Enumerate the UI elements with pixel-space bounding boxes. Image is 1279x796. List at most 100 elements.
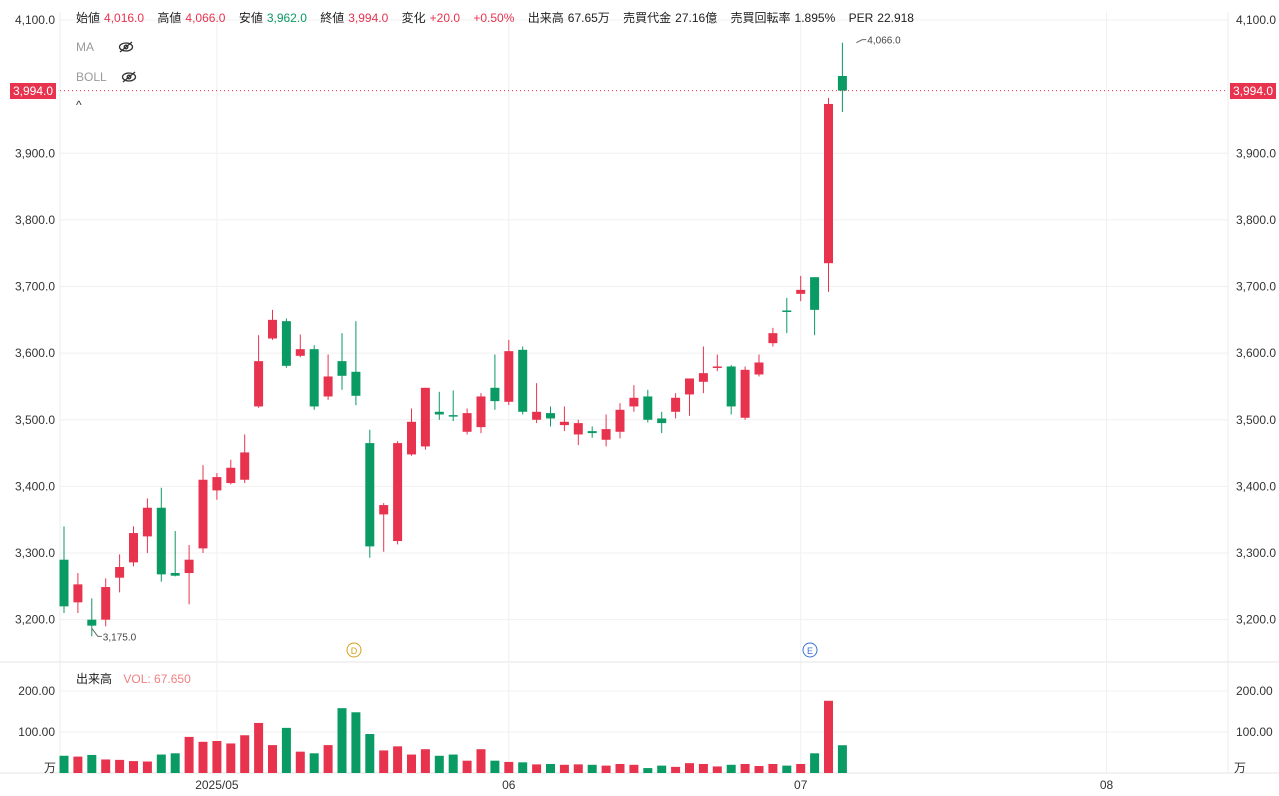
- candles[interactable]: [59, 42, 847, 637]
- candle-body: [170, 573, 180, 576]
- candle: [754, 354, 764, 377]
- candle: [407, 408, 416, 456]
- dividend-marker[interactable]: D: [346, 642, 362, 658]
- candle: [629, 385, 639, 412]
- candle: [768, 327, 778, 347]
- volume-bar: [198, 741, 208, 773]
- volume-bar: [59, 755, 69, 773]
- per-value: 22.918: [877, 11, 914, 25]
- earnings-marker[interactable]: E: [802, 642, 818, 658]
- volume-bar: [587, 764, 597, 773]
- high-label: 高値: [157, 11, 182, 25]
- eye-hidden-icon[interactable]: [121, 71, 137, 83]
- candle-body: [615, 409, 625, 432]
- price-axis-right: 4,100.0 3,900.0 3,800.0 3,700.0 3,600.0 3,500…: [1236, 13, 1276, 627]
- volume-bar: [476, 749, 486, 773]
- candle-body: [518, 349, 528, 412]
- volume-bar: [559, 764, 569, 773]
- eye-hidden-icon[interactable]: [118, 41, 134, 53]
- candle-body: [142, 507, 152, 537]
- candle: [309, 345, 319, 410]
- candle-body: [698, 373, 708, 382]
- volume-bar: [824, 700, 833, 773]
- candle: [448, 390, 458, 422]
- candle-body: [476, 396, 486, 428]
- price-tick-label-left: 3,400.0: [15, 479, 55, 493]
- candle: [212, 473, 222, 500]
- candle: [490, 354, 500, 410]
- candle-body: [73, 584, 83, 603]
- volume-bar: [142, 761, 152, 773]
- candle-body: [337, 361, 347, 376]
- candle: [142, 498, 152, 554]
- volume-axis-right: 200.00 100.00: [1236, 684, 1273, 739]
- candle: [671, 393, 681, 419]
- low-label: 安値: [238, 11, 263, 25]
- volume-bar: [365, 734, 375, 773]
- volume-tick-label-right: 100.00: [1236, 725, 1273, 739]
- candle: [559, 406, 569, 432]
- candle-body: [212, 477, 222, 491]
- dividend-marker-label: D: [351, 646, 358, 656]
- price-tick-label-right: 3,200.0: [1236, 613, 1276, 627]
- boll-indicator-toggle[interactable]: BOLL: [76, 70, 137, 84]
- ma-indicator-toggle[interactable]: MA: [76, 40, 134, 54]
- candle: [740, 366, 750, 420]
- candle-body: [351, 371, 361, 396]
- candle: [796, 275, 806, 302]
- candle: [810, 277, 820, 336]
- turnover-value: 27.16億: [675, 11, 718, 25]
- volume-panel-value: VOL: 67.650: [123, 672, 191, 686]
- volume-bar: [629, 764, 639, 773]
- volume-bar: [462, 760, 472, 773]
- candle-body: [365, 443, 375, 547]
- candle: [170, 531, 180, 577]
- annotations: 4,066.0 3,175.0: [91, 36, 901, 643]
- volume-bar: [601, 765, 611, 773]
- volume-bar: [657, 765, 667, 773]
- volume-bars: [59, 700, 847, 773]
- volume-bar: [712, 766, 722, 773]
- volume-tick-label-left: 200.00: [18, 684, 55, 698]
- volume-bar: [768, 763, 778, 773]
- volume-panel-title: 出来高: [76, 672, 113, 686]
- volume-bar: [740, 763, 750, 773]
- candle-body: [323, 376, 333, 397]
- volume-bar: [796, 763, 806, 773]
- collapse-indicators-button[interactable]: ^: [76, 98, 82, 112]
- candle: [504, 339, 514, 406]
- candle: [393, 441, 403, 545]
- volume-bar: [546, 763, 555, 773]
- candle-body: [198, 479, 208, 549]
- price-tick-label-right: 3,400.0: [1236, 479, 1276, 493]
- candle-body: [240, 452, 250, 480]
- candle: [573, 419, 583, 446]
- candle: [73, 573, 83, 614]
- candle-body: [824, 103, 833, 264]
- change-label: 変化: [401, 11, 426, 25]
- volume-bar: [671, 766, 681, 773]
- volume-bar: [212, 740, 222, 773]
- price-tick-label-right: 3,700.0: [1236, 280, 1276, 294]
- candle: [726, 365, 736, 415]
- candle-body: [309, 349, 319, 407]
- candle: [59, 526, 69, 614]
- turnover-rate-value: 1.895%: [794, 11, 836, 25]
- open-label: 始値: [76, 11, 101, 25]
- candle-body: [726, 366, 736, 407]
- candle-body: [712, 366, 722, 368]
- candle: [837, 42, 847, 112]
- candle: [129, 526, 138, 567]
- volume-bar: [643, 768, 653, 773]
- low-value: 3,962.0: [266, 11, 307, 25]
- candle: [254, 335, 264, 408]
- volume-bar: [407, 754, 416, 773]
- volume-unit-left: 万: [44, 761, 57, 775]
- candle: [281, 318, 291, 368]
- candle-body: [559, 421, 569, 426]
- candle: [156, 487, 166, 582]
- volume-bar: [87, 754, 97, 773]
- candle-body: [295, 349, 305, 356]
- date-tick-label: 06: [502, 778, 516, 792]
